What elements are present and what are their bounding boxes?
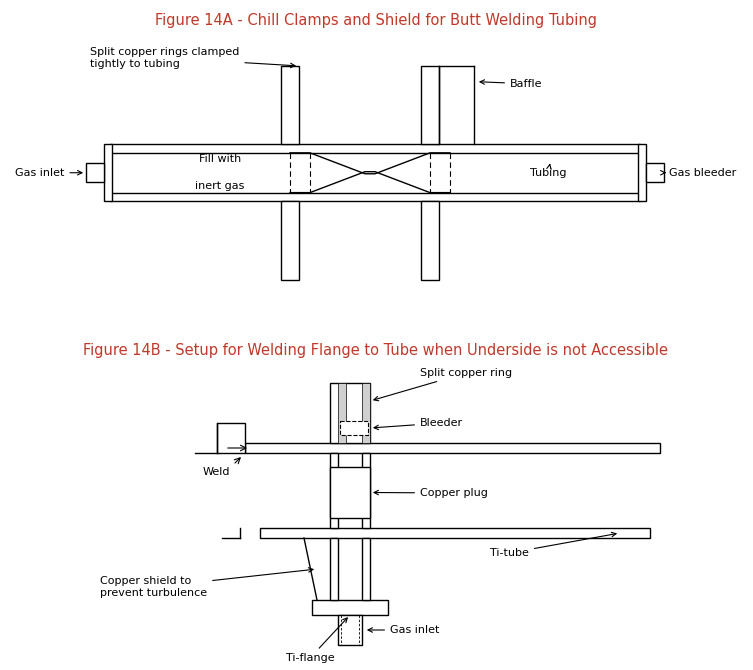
- Bar: [421, 66, 439, 145]
- Text: Figure 14A - Chill Clamps and Shield for Butt Welding Tubing: Figure 14A - Chill Clamps and Shield for…: [155, 13, 597, 27]
- Text: Baffle: Baffle: [480, 79, 542, 88]
- Bar: [330, 467, 370, 518]
- Bar: [362, 453, 370, 528]
- Bar: [281, 66, 299, 145]
- Bar: [217, 423, 245, 453]
- Text: Gas bleeder: Gas bleeder: [660, 168, 736, 178]
- Bar: [330, 383, 370, 443]
- Text: Copper plug: Copper plug: [374, 488, 488, 498]
- Text: Figure 14B - Setup for Welding Flange to Tube when Underside is not Accessible: Figure 14B - Setup for Welding Flange to…: [84, 343, 669, 358]
- Text: Ti-flange: Ti-flange: [285, 618, 347, 663]
- Text: Gas inlet: Gas inlet: [368, 625, 439, 635]
- Text: Copper shield to
prevent turbulence: Copper shield to prevent turbulence: [100, 567, 313, 598]
- Bar: [340, 421, 368, 435]
- Text: Bleeder: Bleeder: [374, 418, 463, 429]
- Text: Split copper rings clamped
tightly to tubing: Split copper rings clamped tightly to tu…: [90, 47, 295, 69]
- Bar: [86, 163, 104, 182]
- Bar: [110, 193, 640, 201]
- Bar: [260, 528, 650, 538]
- Bar: [646, 163, 664, 182]
- Bar: [421, 201, 439, 279]
- Text: Weld: Weld: [203, 467, 230, 477]
- Text: Gas inlet: Gas inlet: [15, 168, 82, 178]
- Text: Split copper ring: Split copper ring: [373, 368, 512, 401]
- Bar: [330, 538, 338, 600]
- Bar: [110, 145, 640, 153]
- Bar: [330, 453, 338, 528]
- Bar: [338, 615, 362, 645]
- Bar: [245, 443, 660, 453]
- Bar: [338, 383, 346, 443]
- Bar: [362, 383, 370, 443]
- Bar: [312, 600, 388, 615]
- Bar: [104, 145, 112, 201]
- Bar: [362, 538, 370, 600]
- Text: Tubing: Tubing: [530, 164, 566, 178]
- Text: Ti-tube: Ti-tube: [490, 533, 616, 558]
- Text: inert gas: inert gas: [195, 181, 245, 191]
- Text: Fill with: Fill with: [199, 154, 241, 164]
- Bar: [281, 201, 299, 279]
- Bar: [638, 145, 646, 201]
